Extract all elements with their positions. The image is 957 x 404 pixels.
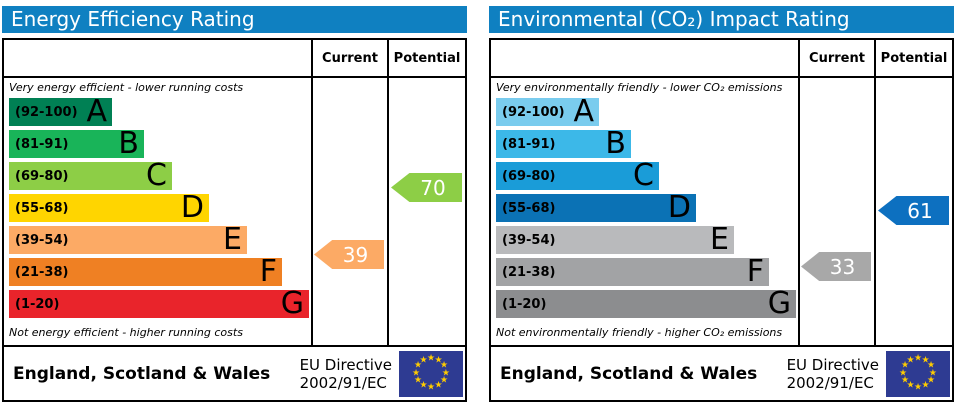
co2-panel-title: Environmental (CO₂) Impact Rating	[489, 6, 954, 33]
band-f-range: (21-38)	[502, 264, 556, 280]
band-b: (81-91) B	[496, 126, 631, 161]
band-a: (92-100) A	[496, 94, 599, 129]
band-f: (21-38) F	[496, 254, 769, 289]
band-a: (92-100) A	[9, 94, 112, 129]
energy-panel-title: Energy Efficiency Rating	[2, 6, 467, 33]
band-d-letter: D	[180, 190, 204, 225]
bottom-caption: Not environmentally friendly - higher CO…	[496, 326, 783, 339]
band-c-range: (69-80)	[502, 168, 556, 184]
band-g: (1-20) G	[496, 286, 796, 321]
current-rating-value: 39	[342, 242, 369, 267]
band-g-range: (1-20)	[15, 296, 60, 312]
band-a-letter: A	[86, 94, 107, 129]
band-f-range: (21-38)	[15, 264, 69, 280]
current-rating-column: 39	[311, 78, 387, 345]
band-f-letter: F	[259, 254, 277, 289]
top-caption: Very energy efficient - lower running co…	[9, 81, 244, 94]
band-f: (21-38) F	[9, 254, 282, 289]
energy-rating-table: Current Potential Very energy efficient …	[2, 38, 467, 402]
band-e: (39-54) E	[9, 222, 247, 257]
eu-flag-icon: ★ ★ ★ ★ ★ ★ ★ ★ ★ ★ ★ ★	[886, 350, 950, 397]
region-label: England, Scotland & Wales	[500, 363, 758, 384]
chart-header-spacer	[491, 40, 798, 76]
eu-directive-line2: 2002/91/EC	[299, 373, 387, 392]
potential-rating-value: 61	[907, 198, 933, 223]
band-g-letter: G	[280, 286, 304, 321]
band-a-range: (92-100)	[15, 104, 78, 120]
current-rating-arrow: 33	[801, 252, 871, 281]
table-header-row: Current Potential	[4, 40, 465, 78]
band-e: (39-54) E	[496, 222, 734, 257]
potential-rating-column: 61	[874, 78, 952, 345]
band-g-range: (1-20)	[502, 296, 547, 312]
co2-band-area: Very environmentally friendly - lower CO…	[491, 78, 798, 345]
band-e-range: (39-54)	[502, 232, 556, 248]
eu-directive-label: EU Directive 2002/91/EC	[300, 356, 392, 392]
eu-directive-label: EU Directive 2002/91/EC	[787, 356, 879, 392]
region-label: England, Scotland & Wales	[13, 363, 271, 384]
potential-column-header: Potential	[874, 40, 952, 76]
eu-directive-line1: EU Directive	[299, 355, 392, 374]
current-rating-arrow: 39	[314, 240, 384, 269]
energy-band-area: Very energy efficient - lower running co…	[4, 78, 311, 345]
co2-chart-body: Very environmentally friendly - lower CO…	[491, 78, 952, 345]
band-c-letter: C	[146, 158, 167, 193]
co2-rating-table: Current Potential Very environmentally f…	[489, 38, 954, 402]
band-b-range: (81-91)	[502, 136, 556, 152]
chart-header-spacer	[4, 40, 311, 76]
band-c-letter: C	[633, 158, 654, 193]
band-d-range: (55-68)	[15, 200, 69, 216]
energy-chart-body: Very energy efficient - lower running co…	[4, 78, 465, 345]
band-e-letter: E	[223, 222, 242, 257]
energy-bands: (92-100) A (81-91) B (69-80) C (55-68)	[9, 94, 311, 321]
band-a-range: (92-100)	[502, 104, 565, 120]
band-c-range: (69-80)	[15, 168, 69, 184]
current-rating-column: 33	[798, 78, 874, 345]
band-d-range: (55-68)	[502, 200, 556, 216]
band-b-letter: B	[118, 126, 139, 161]
eu-directive-line1: EU Directive	[786, 355, 879, 374]
potential-rating-column: 70	[387, 78, 465, 345]
band-g-letter: G	[767, 286, 791, 321]
top-caption: Very environmentally friendly - lower CO…	[496, 81, 783, 94]
band-e-range: (39-54)	[15, 232, 69, 248]
eu-directive-line2: 2002/91/EC	[786, 373, 874, 392]
band-b-letter: B	[605, 126, 626, 161]
bottom-caption: Not energy efficient - higher running co…	[9, 326, 243, 339]
band-c: (69-80) C	[9, 158, 172, 193]
table-header-row: Current Potential	[491, 40, 952, 78]
energy-footer: England, Scotland & Wales EU Directive 2…	[4, 345, 465, 400]
potential-rating-value: 70	[420, 175, 446, 200]
band-e-letter: E	[710, 222, 729, 257]
potential-rating-arrow: 61	[878, 196, 949, 225]
current-rating-value: 33	[829, 254, 856, 279]
band-b: (81-91) B	[9, 126, 144, 161]
band-b-range: (81-91)	[15, 136, 69, 152]
band-d-letter: D	[667, 190, 691, 225]
co2-bands: (92-100) A (81-91) B (69-80) C (55-68)	[496, 94, 798, 321]
environmental-impact-panel: Environmental (CO₂) Impact Rating Curren…	[489, 6, 954, 402]
band-c: (69-80) C	[496, 158, 659, 193]
potential-column-header: Potential	[387, 40, 465, 76]
energy-efficiency-panel: Energy Efficiency Rating Current Potenti…	[2, 6, 467, 402]
eu-flag-icon: ★ ★ ★ ★ ★ ★ ★ ★ ★ ★ ★ ★	[399, 350, 463, 397]
band-f-letter: F	[746, 254, 764, 289]
band-d: (55-68) D	[9, 190, 209, 225]
band-g: (1-20) G	[9, 286, 309, 321]
current-column-header: Current	[798, 40, 874, 76]
band-a-letter: A	[573, 94, 594, 129]
band-d: (55-68) D	[496, 190, 696, 225]
co2-footer: England, Scotland & Wales EU Directive 2…	[491, 345, 952, 400]
current-column-header: Current	[311, 40, 387, 76]
potential-rating-arrow: 70	[391, 173, 462, 202]
